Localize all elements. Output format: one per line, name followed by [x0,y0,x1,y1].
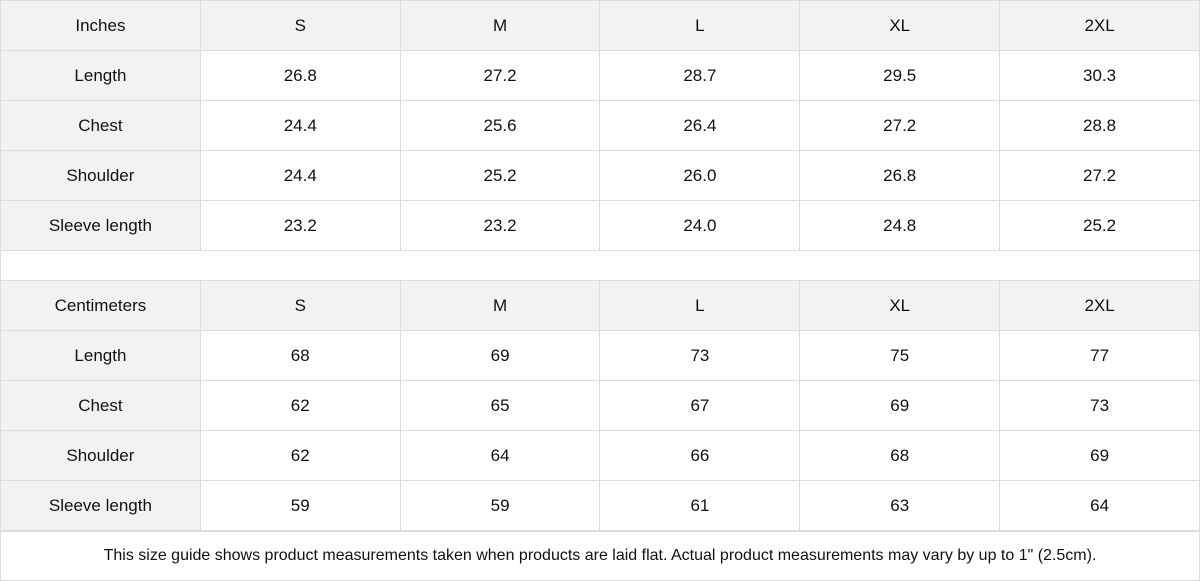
measurement-cell: 26.4 [599,100,801,151]
measurement-cell: 26.8 [199,50,401,101]
measurement-cell: 65 [399,380,601,431]
table-row: Chest 24.4 25.6 26.4 27.2 28.8 [0,100,1200,151]
measurement-cell: 29.5 [799,50,1001,101]
measurement-cell: 24.0 [599,200,801,251]
size-header: 2XL [999,0,1200,51]
measurement-cell: 75 [799,330,1001,381]
measurement-cell: 27.2 [999,150,1200,201]
inches-size-table: Inches S M L XL 2XL Length 26.8 27.2 28.7 29.5 30.3… [0,0,1200,251]
measurement-cell: 66 [599,430,801,481]
measurement-cell: 27.2 [799,100,1001,151]
unit-header: Inches [0,0,201,51]
measurement-cell: 73 [999,380,1200,431]
size-header: M [399,0,601,51]
table-row: Shoulder 62 64 66 68 69 [0,430,1200,481]
table-row: Sleeve length 23.2 23.2 24.0 24.8 25.2 [0,200,1200,251]
row-label: Shoulder [0,150,201,201]
measurement-cell: 24.4 [199,100,401,151]
measurement-cell: 69 [399,330,601,381]
header-row: Centimeters S M L XL 2XL [0,280,1200,331]
table-row: Length 26.8 27.2 28.7 29.5 30.3 [0,50,1200,101]
size-header: S [199,280,401,331]
measurement-cell: 63 [799,480,1001,531]
table-row: Shoulder 24.4 25.2 26.0 26.8 27.2 [0,150,1200,201]
measurement-cell: 69 [999,430,1200,481]
measurement-cell: 27.2 [399,50,601,101]
measurement-cell: 61 [599,480,801,531]
measurement-cell: 24.8 [799,200,1001,251]
measurement-cell: 26.8 [799,150,1001,201]
row-label: Chest [0,380,201,431]
measurement-cell: 67 [599,380,801,431]
measurement-cell: 64 [399,430,601,481]
measurement-cell: 62 [199,430,401,481]
table-spacer [0,251,1200,280]
measurement-cell: 68 [799,430,1001,481]
row-label: Chest [0,100,201,151]
measurement-cell: 59 [399,480,601,531]
measurement-cell: 77 [999,330,1200,381]
measurement-cell: 64 [999,480,1200,531]
measurement-cell: 59 [199,480,401,531]
size-guide-note: This size guide shows product measuremen… [0,531,1200,581]
measurement-cell: 26.0 [599,150,801,201]
measurement-cell: 73 [599,330,801,381]
row-label: Length [0,50,201,101]
size-header: 2XL [999,280,1200,331]
row-label: Shoulder [0,430,201,481]
measurement-cell: 24.4 [199,150,401,201]
table-row: Sleeve length 59 59 61 63 64 [0,480,1200,531]
measurement-cell: 30.3 [999,50,1200,101]
size-header: XL [799,0,1001,51]
note-row: This size guide shows product measuremen… [0,531,1200,581]
measurement-cell: 28.7 [599,50,801,101]
header-row: Inches S M L XL 2XL [0,0,1200,51]
table-row: Length 68 69 73 75 77 [0,330,1200,381]
unit-header: Centimeters [0,280,201,331]
note-table: This size guide shows product measuremen… [0,531,1200,581]
measurement-cell: 23.2 [199,200,401,251]
measurement-cell: 28.8 [999,100,1200,151]
row-label: Length [0,330,201,381]
measurement-cell: 69 [799,380,1001,431]
size-header: L [599,0,801,51]
size-header: S [199,0,401,51]
measurement-cell: 62 [199,380,401,431]
row-label: Sleeve length [0,200,201,251]
measurement-cell: 25.2 [999,200,1200,251]
table-row: Chest 62 65 67 69 73 [0,380,1200,431]
row-label: Sleeve length [0,480,201,531]
measurement-cell: 68 [199,330,401,381]
measurement-cell: 23.2 [399,200,601,251]
measurement-cell: 25.2 [399,150,601,201]
measurement-cell: 25.6 [399,100,601,151]
size-header: L [599,280,801,331]
size-header: M [399,280,601,331]
size-header: XL [799,280,1001,331]
centimeters-size-table: Centimeters S M L XL 2XL Length 68 69 73 75 77 Chest… [0,280,1200,531]
